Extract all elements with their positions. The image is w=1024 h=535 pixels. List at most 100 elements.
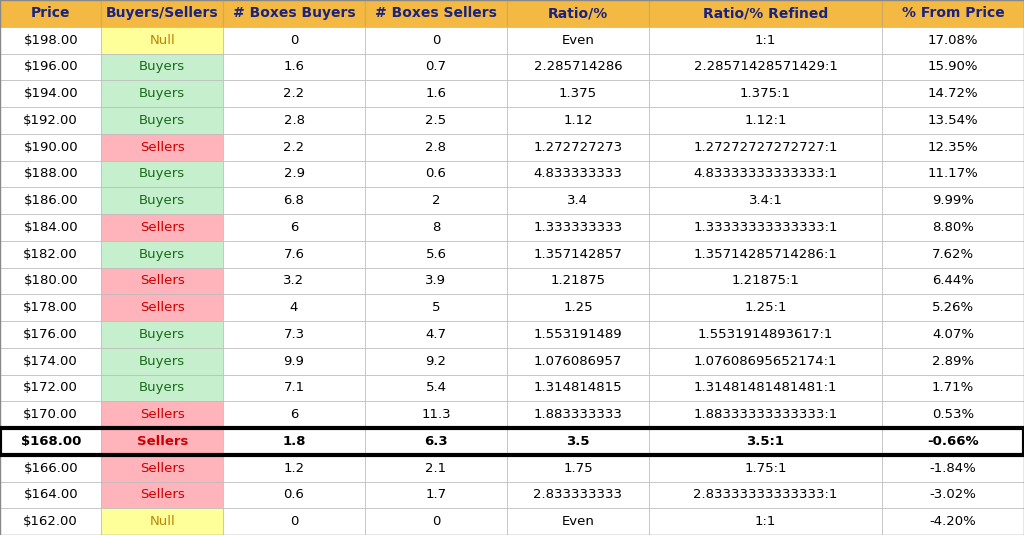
Text: 0.7: 0.7 <box>425 60 446 73</box>
Text: 1.357142857: 1.357142857 <box>534 248 623 261</box>
Bar <box>223 0 365 27</box>
Bar <box>223 160 365 187</box>
Text: 11.17%: 11.17% <box>928 167 978 180</box>
Text: 6: 6 <box>290 408 298 421</box>
Bar <box>649 0 882 27</box>
Bar <box>649 27 882 54</box>
Text: 1.6: 1.6 <box>425 87 446 100</box>
Text: 7.1: 7.1 <box>284 381 304 394</box>
Bar <box>649 428 882 455</box>
Bar <box>365 294 507 321</box>
Text: 1.27272727272727:1: 1.27272727272727:1 <box>693 141 838 154</box>
Bar <box>882 241 1024 268</box>
Text: 0.6: 0.6 <box>284 488 304 501</box>
Bar <box>649 187 882 214</box>
Bar <box>507 241 649 268</box>
Bar <box>223 401 365 428</box>
Bar <box>0 401 101 428</box>
Text: Sellers: Sellers <box>140 301 184 314</box>
Text: Ratio/% Refined: Ratio/% Refined <box>702 6 828 20</box>
Text: 9.2: 9.2 <box>425 355 446 368</box>
Bar <box>101 268 223 294</box>
Bar <box>101 508 223 535</box>
Bar <box>0 54 101 80</box>
Bar <box>101 428 223 455</box>
Text: $184.00: $184.00 <box>24 221 78 234</box>
Text: $188.00: $188.00 <box>24 167 78 180</box>
Text: 6.3: 6.3 <box>424 435 447 448</box>
Text: 2.89%: 2.89% <box>932 355 974 368</box>
Bar <box>365 160 507 187</box>
Text: 1.75:1: 1.75:1 <box>744 462 786 475</box>
Bar <box>101 294 223 321</box>
Text: 1.25:1: 1.25:1 <box>744 301 786 314</box>
Text: $192.00: $192.00 <box>24 114 78 127</box>
Text: 1.314814815: 1.314814815 <box>534 381 623 394</box>
Bar <box>0 321 101 348</box>
Bar <box>101 214 223 241</box>
Bar <box>507 428 649 455</box>
Bar <box>223 374 365 401</box>
Bar <box>882 455 1024 482</box>
Bar <box>882 508 1024 535</box>
Text: $186.00: $186.00 <box>24 194 78 207</box>
Bar <box>0 348 101 374</box>
Text: 7.3: 7.3 <box>284 328 304 341</box>
Text: 1.883333333: 1.883333333 <box>534 408 623 421</box>
Bar <box>882 374 1024 401</box>
Text: 1.272727273: 1.272727273 <box>534 141 623 154</box>
Text: Even: Even <box>561 515 594 528</box>
Bar <box>507 455 649 482</box>
Bar <box>0 214 101 241</box>
Bar <box>223 294 365 321</box>
Text: $178.00: $178.00 <box>24 301 78 314</box>
Bar <box>882 107 1024 134</box>
Text: 1.31481481481481:1: 1.31481481481481:1 <box>693 381 838 394</box>
Bar <box>882 348 1024 374</box>
Text: 1.375:1: 1.375:1 <box>740 87 791 100</box>
Text: 1.375: 1.375 <box>559 87 597 100</box>
Bar <box>507 508 649 535</box>
Text: 1.75: 1.75 <box>563 462 593 475</box>
Text: 1.21875:1: 1.21875:1 <box>731 274 800 287</box>
Bar <box>649 401 882 428</box>
Bar <box>882 80 1024 107</box>
Bar <box>649 241 882 268</box>
Text: 5.26%: 5.26% <box>932 301 974 314</box>
Text: # Boxes Sellers: # Boxes Sellers <box>375 6 497 20</box>
Text: 1.35714285714286:1: 1.35714285714286:1 <box>693 248 838 261</box>
Bar <box>365 268 507 294</box>
Bar <box>649 348 882 374</box>
Bar <box>0 482 101 508</box>
Text: 1.5531914893617:1: 1.5531914893617:1 <box>697 328 834 341</box>
Bar <box>507 134 649 160</box>
Bar <box>882 27 1024 54</box>
Text: 3.5: 3.5 <box>566 435 590 448</box>
Text: 1.076086957: 1.076086957 <box>534 355 623 368</box>
Text: $182.00: $182.00 <box>24 248 78 261</box>
Text: 0: 0 <box>432 34 440 47</box>
Text: 0: 0 <box>432 515 440 528</box>
Bar <box>0 160 101 187</box>
Text: -4.20%: -4.20% <box>930 515 977 528</box>
Text: 1.8: 1.8 <box>283 435 306 448</box>
Bar <box>365 455 507 482</box>
Bar <box>0 508 101 535</box>
Bar <box>649 508 882 535</box>
Text: 6.44%: 6.44% <box>932 274 974 287</box>
Text: Buyers: Buyers <box>139 381 185 394</box>
Text: $164.00: $164.00 <box>24 488 78 501</box>
Bar <box>649 268 882 294</box>
Text: Buyers: Buyers <box>139 114 185 127</box>
Text: % From Price: % From Price <box>902 6 1005 20</box>
Bar <box>649 54 882 80</box>
Bar <box>365 374 507 401</box>
Bar <box>365 508 507 535</box>
Text: 1.33333333333333:1: 1.33333333333333:1 <box>693 221 838 234</box>
Text: 5.6: 5.6 <box>425 248 446 261</box>
Text: 2.833333333: 2.833333333 <box>534 488 623 501</box>
Text: $196.00: $196.00 <box>24 60 78 73</box>
Bar <box>101 187 223 214</box>
Text: 14.72%: 14.72% <box>928 87 978 100</box>
Text: $174.00: $174.00 <box>24 355 78 368</box>
